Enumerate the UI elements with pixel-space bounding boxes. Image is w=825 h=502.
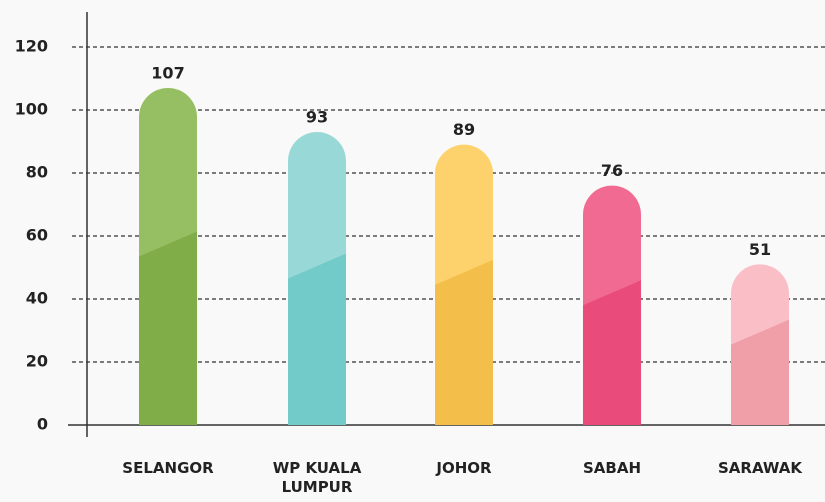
y-tick-label: 0	[37, 415, 48, 434]
bar-shade	[139, 231, 197, 425]
x-tick-label: WP KUALA LUMPUR	[272, 459, 362, 496]
x-tick-label: SELANGOR	[122, 459, 214, 477]
bar-group	[139, 87, 197, 425]
bar-group	[583, 185, 641, 425]
bar-group	[435, 144, 493, 425]
value-label: 76	[601, 161, 623, 180]
bar-group	[288, 132, 346, 426]
bar-group	[731, 264, 789, 425]
x-tick-label: SABAH	[582, 459, 641, 477]
y-tick-label: 100	[15, 100, 48, 119]
y-tick-label: 80	[26, 163, 48, 182]
value-label: 93	[306, 108, 328, 127]
y-tick-label: 20	[26, 352, 48, 371]
bar-shade	[288, 253, 346, 425]
value-label: 51	[749, 240, 771, 259]
value-label: 107	[151, 63, 184, 82]
x-tick-label: JOHOR	[436, 459, 492, 477]
y-tick-label: 60	[26, 226, 48, 245]
y-tick-label: 120	[15, 37, 48, 56]
bar-shade	[583, 280, 641, 425]
value-label: 89	[453, 120, 475, 139]
y-tick-label: 40	[26, 289, 48, 308]
x-tick-label: SARAWAK	[717, 459, 802, 477]
bar-shade	[731, 319, 789, 425]
bar-shade	[435, 259, 493, 425]
